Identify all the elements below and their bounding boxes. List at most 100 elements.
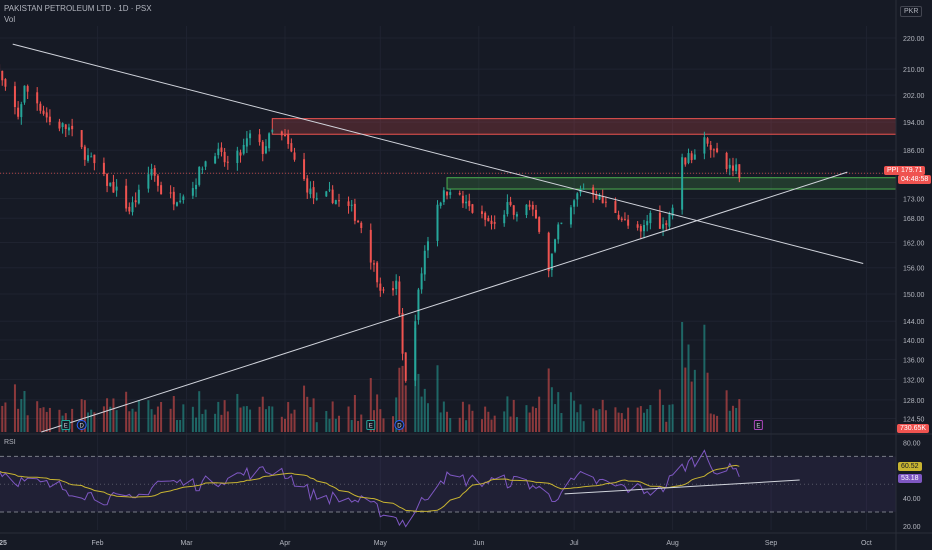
candle-body (604, 201, 607, 203)
candle-body (531, 204, 534, 210)
earnings-marker[interactable]: E (366, 420, 376, 430)
volume-bar (191, 406, 194, 432)
volume-bar (671, 404, 674, 432)
candle-body (703, 137, 706, 154)
candle (45, 107, 48, 123)
candle (709, 140, 712, 158)
candle (309, 181, 312, 199)
candle (712, 148, 715, 158)
volume-bar (423, 388, 426, 432)
candle-body (137, 189, 140, 204)
volume-bar (646, 409, 649, 432)
volume-bar (42, 407, 45, 432)
volume-bar (217, 401, 220, 432)
candle-body (643, 225, 646, 232)
candle (137, 184, 140, 205)
price-tick-label: 173.00 (903, 197, 925, 204)
volume-bar (223, 400, 226, 432)
earnings-marker[interactable]: E (61, 420, 71, 430)
volume-bar (125, 391, 128, 432)
candlestick-series[interactable] (0, 53, 741, 387)
volume-bar (461, 401, 464, 432)
volume-bar (134, 411, 137, 432)
dividend-marker[interactable]: D (76, 420, 87, 430)
symbol-title[interactable]: PAKISTAN PETROLEUM LTD · 1D · PSX (4, 4, 152, 13)
candle (379, 277, 382, 297)
volume-bar (738, 399, 741, 432)
candle-body (125, 185, 128, 209)
candle (245, 131, 248, 154)
currency-button[interactable]: PKR (900, 6, 923, 17)
candle-body (512, 205, 515, 215)
candle (17, 101, 20, 120)
rsi-pane[interactable] (0, 449, 896, 528)
candle-body (446, 191, 449, 196)
candle-body (325, 191, 328, 197)
dividend-marker[interactable]: D (394, 420, 405, 430)
candle (604, 196, 607, 208)
candle (249, 129, 252, 146)
candle-body (525, 204, 528, 215)
candle (426, 236, 429, 259)
candle (214, 152, 217, 165)
candle-body (449, 192, 452, 195)
resistance-zone (271, 118, 897, 135)
ascending-trendline (41, 171, 848, 433)
candle-body (582, 188, 585, 190)
volume-bar (249, 409, 252, 432)
volume-bar (109, 406, 112, 432)
candle-body (468, 200, 471, 207)
price-tick-label: 156.00 (903, 266, 925, 273)
candle (175, 201, 178, 207)
candle (569, 205, 572, 228)
volume-bar (376, 394, 379, 432)
candle (690, 150, 693, 164)
volume-bar (465, 420, 468, 432)
volume-bar (172, 396, 175, 432)
rsi-trendline (564, 479, 800, 495)
volume-bar (39, 408, 42, 432)
volume-bar (353, 395, 356, 432)
trendlines-layer[interactable] (12, 43, 864, 433)
candle (42, 105, 45, 116)
rsi-label[interactable]: RSI (4, 439, 16, 446)
volume-bar (36, 401, 39, 432)
candle (639, 224, 642, 240)
candle-body (261, 141, 264, 154)
volume-bar (115, 410, 118, 432)
candle (414, 314, 417, 387)
time-tick-label: Jun (473, 540, 484, 547)
price-tick-label: 168.00 (903, 216, 925, 223)
volume-bar (557, 392, 560, 432)
candle (684, 157, 687, 167)
volume-bar (728, 410, 731, 432)
time-tick-label: Oct (861, 540, 872, 547)
volume-bar (284, 418, 286, 432)
candle-body (360, 222, 363, 228)
volume-bar (312, 398, 315, 432)
rsi-line (0, 449, 740, 528)
candle-body (576, 193, 579, 200)
candle (1, 70, 4, 86)
candle (201, 166, 204, 174)
candle-body (414, 321, 417, 381)
candle-body (687, 153, 690, 163)
volume-bar (617, 412, 620, 432)
candle (242, 138, 245, 156)
earnings-marker[interactable]: E (753, 420, 763, 430)
candle-body (515, 214, 518, 217)
candle (153, 165, 156, 182)
volume-bar (306, 396, 309, 432)
candle-body (150, 169, 153, 176)
volume-bar (71, 408, 74, 432)
candle-body (681, 157, 684, 210)
candle (376, 260, 379, 288)
volume-bar (280, 416, 283, 432)
volume-bar (487, 411, 490, 432)
candle (369, 223, 372, 270)
candle-body (487, 217, 490, 222)
volume-bar (712, 414, 715, 432)
candle-body (1, 70, 4, 81)
